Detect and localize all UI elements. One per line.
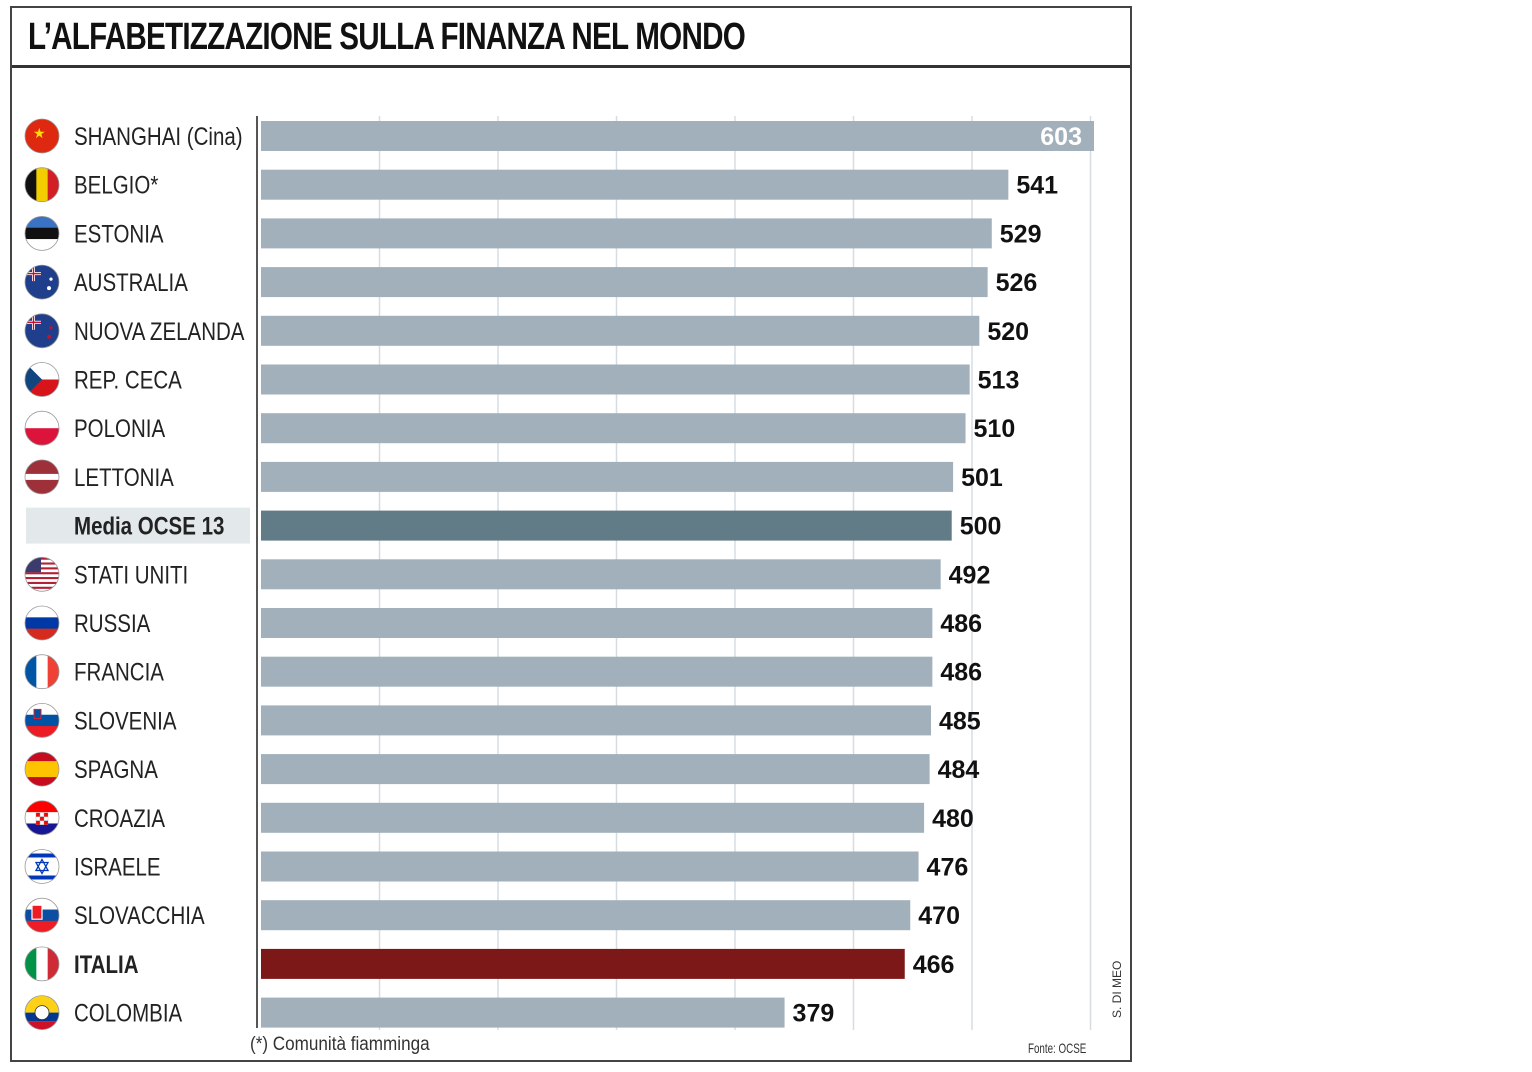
croatia-flag-icon [24, 800, 60, 836]
israel-flag-icon [24, 849, 60, 884]
category-label: LETTONIA [74, 463, 175, 491]
bar [261, 608, 933, 638]
bar [261, 461, 954, 492]
russia-flag-icon [24, 605, 60, 641]
value-label: 486 [940, 610, 982, 638]
bar [261, 948, 905, 979]
category-label: COLOMBIA [74, 999, 183, 1027]
category-label: POLONIA [74, 414, 166, 442]
value-label: 500 [960, 513, 1002, 541]
usa-flag-icon [24, 556, 60, 592]
bar-chart: 603 541 529 526 520 513 510 501 500 492 486 486 485 4… [24, 116, 1094, 1030]
bar [261, 121, 1094, 151]
bar [261, 997, 785, 1028]
bar [261, 802, 925, 833]
bar [261, 900, 911, 931]
title-bar: L’ALFABETIZZAZIONE SULLA FINANZA NEL MON… [12, 8, 1130, 68]
bar [261, 218, 992, 249]
value-label: 492 [949, 561, 991, 589]
labels-layer: ★ SHANGHAI (Cina) BELGIO* ESTONIA AUSTRALIA N… [24, 118, 250, 1030]
value-label: 526 [996, 269, 1038, 297]
bar [261, 559, 941, 590]
category-label: CROAZIA [74, 804, 166, 832]
value-label: 379 [793, 1000, 835, 1028]
value-label: 513 [978, 367, 1020, 395]
value-label: 484 [938, 756, 980, 784]
bar [261, 754, 930, 785]
value-label: 520 [987, 318, 1029, 346]
chart-title: L’ALFABETIZZAZIONE SULLA FINANZA NEL MON… [28, 16, 746, 58]
spain-flag-icon [24, 751, 60, 787]
bar [261, 315, 980, 346]
category-label: ITALIA [74, 950, 139, 978]
value-label: 501 [961, 464, 1003, 492]
category-label: AUSTRALIA [74, 268, 189, 296]
category-label: FRANCIA [74, 658, 165, 686]
bar [261, 169, 1009, 200]
value-label: 470 [918, 902, 960, 930]
category-label: ISRAELE [74, 853, 161, 881]
category-label: BELGIO* [74, 171, 158, 199]
value-label: 480 [932, 805, 974, 833]
value-label: 476 [927, 854, 969, 882]
category-label: SLOVENIA [74, 706, 177, 734]
belgium-flag-icon [24, 167, 60, 203]
slovakia-flag-icon [24, 897, 60, 933]
value-label: 529 [1000, 220, 1042, 248]
category-label: STATI UNITI [74, 560, 188, 588]
bar [261, 851, 919, 882]
bar [261, 510, 952, 541]
category-label: SHANGHAI (Cina) [74, 122, 243, 150]
category-label: RUSSIA [74, 609, 151, 637]
bar [261, 705, 931, 736]
slovenia-flag-icon [24, 703, 60, 738]
category-label: NUOVA ZELANDA [74, 317, 245, 345]
china-flag-icon: ★ [24, 118, 60, 154]
svg-text:★: ★ [33, 125, 46, 141]
czech-flag-icon [24, 362, 60, 397]
poland-flag-icon [24, 410, 60, 446]
bars-layer: 603 541 529 526 520 513 510 501 500 492 486 486 485 4… [261, 121, 1094, 1028]
category-label: SPAGNA [74, 755, 159, 783]
average-label-background [26, 507, 250, 544]
france-flag-icon [24, 654, 60, 690]
bar [261, 413, 966, 444]
footnote: (*) Comunità fiamminga [250, 1034, 430, 1055]
category-label: REP. CECA [74, 366, 183, 394]
source-note: Fonte: OCSE [1028, 1040, 1087, 1056]
author-credit: S. DI MEO [1110, 960, 1124, 1018]
colombia-flag-icon [24, 995, 60, 1030]
category-label: Media OCSE 13 [74, 512, 224, 540]
value-label: 603 [1040, 123, 1082, 151]
chart-frame: L’ALFABETIZZAZIONE SULLA FINANZA NEL MON… [10, 6, 1132, 1062]
bar [261, 364, 970, 395]
latvia-flag-icon [24, 459, 60, 495]
italy-flag-icon [24, 946, 60, 982]
australia-flag-icon [24, 264, 60, 300]
new-zealand-flag-icon [24, 313, 60, 349]
value-label: 486 [940, 659, 982, 687]
category-label: ESTONIA [74, 219, 164, 247]
value-label: 485 [939, 707, 981, 735]
category-label: SLOVACCHIA [74, 901, 205, 929]
value-label: 541 [1016, 172, 1058, 200]
value-label: 510 [974, 415, 1016, 443]
bar [261, 267, 988, 298]
bar [261, 656, 933, 687]
estonia-flag-icon [24, 215, 60, 251]
value-label: 466 [913, 951, 955, 979]
